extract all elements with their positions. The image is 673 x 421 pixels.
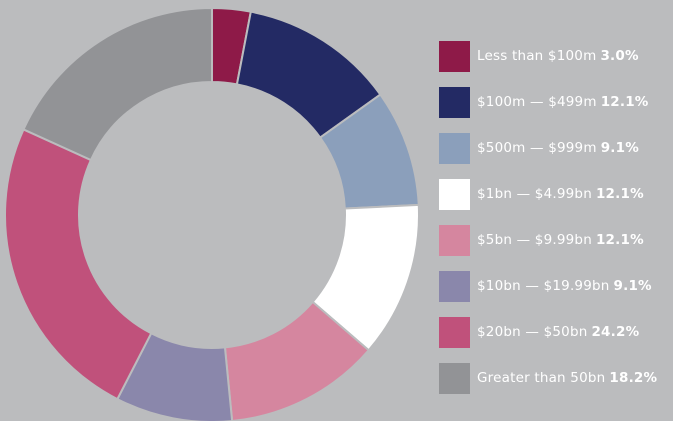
legend-value: 9.1% (600, 140, 639, 156)
legend-value: 12.1% (600, 94, 649, 110)
legend-item: $5bn — $9.99bn 12.1% (439, 224, 657, 256)
legend-item: $500m — $999m 9.1% (439, 132, 657, 164)
legend-label: $100m — $499m (477, 94, 597, 110)
legend-item: Greater than 50bn 18.2% (439, 362, 657, 394)
legend-value: 12.1% (595, 186, 644, 202)
legend-label: $20bn — $50bn (477, 324, 588, 340)
legend-value: 18.2% (609, 370, 658, 386)
legend-item: $10bn — $19.99bn 9.1% (439, 270, 657, 302)
legend-label: $500m — $999m (477, 140, 597, 156)
legend-label: Greater than 50bn (477, 370, 606, 386)
legend-item: $20bn — $50bn 24.2% (439, 316, 657, 348)
legend-label: $10bn — $19.99bn (477, 278, 610, 294)
legend-item: $100m — $499m 12.1% (439, 86, 657, 118)
legend: Less than $100m 3.0% $100m — $499m 12.1% $50… (439, 40, 657, 408)
legend-label: $5bn — $9.99bn (477, 232, 592, 248)
legend-label: $1bn — $4.99bn (477, 186, 592, 202)
legend-swatch (439, 270, 470, 302)
legend-swatch (439, 40, 470, 72)
donut-slice-5 (223, 300, 371, 421)
donut-slice-8 (22, 6, 213, 162)
legend-swatch (439, 178, 470, 210)
legend-swatch (439, 132, 470, 164)
legend-item: $1bn — $4.99bn 12.1% (439, 178, 657, 210)
legend-swatch (439, 224, 470, 256)
legend-value: 24.2% (591, 324, 640, 340)
legend-swatch (439, 316, 470, 348)
legend-value: 12.1% (595, 232, 644, 248)
legend-swatch (439, 86, 470, 118)
legend-value: 9.1% (613, 278, 652, 294)
legend-swatch (439, 362, 470, 394)
legend-label: Less than $100m (477, 48, 597, 64)
donut-chart (4, 6, 420, 421)
legend-value: 3.0% (600, 48, 639, 64)
legend-item: Less than $100m 3.0% (439, 40, 657, 72)
donut-slice-7 (4, 128, 153, 401)
